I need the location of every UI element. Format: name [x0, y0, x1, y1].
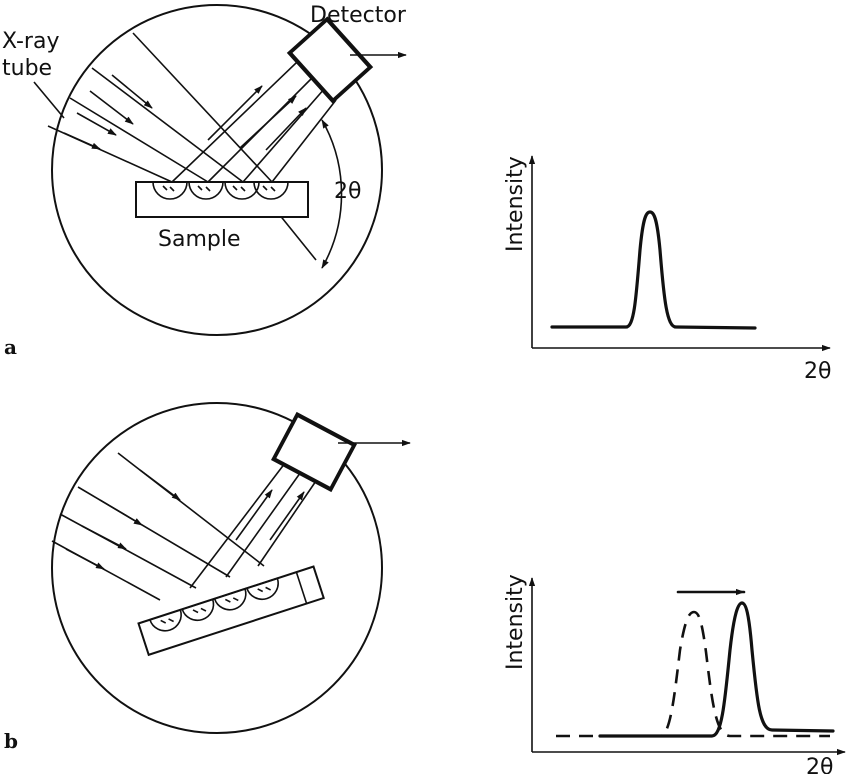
plot-b-y-label: Intensity	[503, 574, 528, 670]
detector-b	[270, 411, 358, 493]
panel-b-letter: b	[4, 729, 18, 753]
diffractometer-circle-b	[51, 402, 383, 734]
plot-a-y-label: Intensity	[503, 156, 528, 252]
panel-b: b Intensity 2θ	[4, 402, 846, 774]
crystallites-b	[148, 577, 279, 632]
intensity-plot-a: Intensity 2θ	[503, 155, 831, 384]
plot-a-peak	[550, 210, 757, 330]
two-theta-angle-label: 2θ	[334, 179, 361, 204]
diffractometer-circle-a	[51, 4, 383, 336]
sample-label: Sample	[158, 227, 241, 252]
plot-a-x-label: 2θ	[804, 359, 831, 384]
panel-a-letter: a	[4, 335, 17, 359]
sample-b	[137, 565, 325, 657]
intensity-plot-b: Intensity 2θ	[503, 574, 846, 774]
incident-beams-b	[51, 452, 265, 601]
xray-tube-label-line2: tube	[2, 56, 52, 81]
two-theta-arc-a	[321, 119, 343, 269]
incident-beams-a	[47, 32, 273, 183]
plot-b-shifted-peak	[598, 601, 835, 738]
xray-tube-leader	[33, 81, 65, 119]
detector-a	[286, 16, 374, 104]
plot-b-x-label: 2θ	[806, 755, 833, 774]
panel-a: Detector X-ray tube 2θ Sample a Intensit…	[2, 3, 831, 384]
diffracted-beams-b	[189, 445, 319, 589]
plot-b-original-peak	[556, 610, 830, 738]
detector-label: Detector	[310, 3, 407, 28]
crystallites-a	[152, 181, 289, 200]
diffracted-beams-a	[171, 39, 337, 183]
xray-tube-label-line1: X-ray	[2, 29, 59, 54]
